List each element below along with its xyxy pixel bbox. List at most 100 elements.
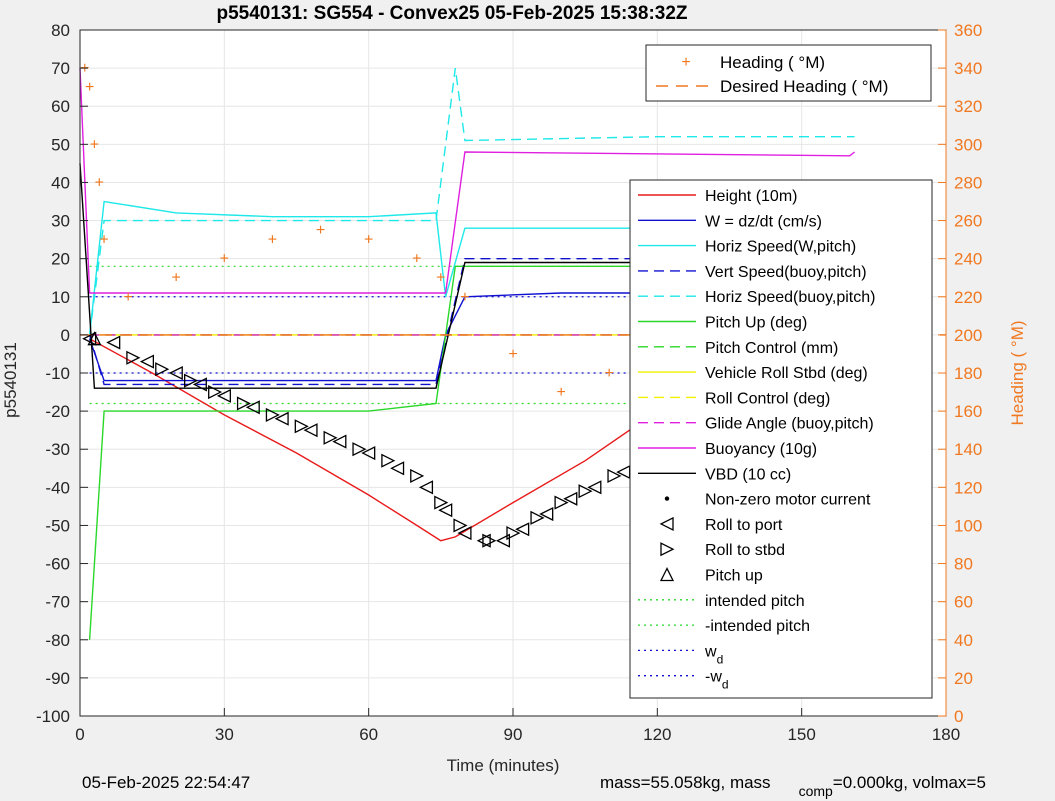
legend-entry: Horiz Speed(W,pitch)	[638, 239, 856, 256]
legend-entry: Vert Speed(buoy,pitch)	[638, 264, 867, 281]
y-tick-label-right: 320	[954, 97, 982, 116]
x-tick-label: 180	[932, 725, 960, 744]
roll-stbd-marker	[482, 533, 497, 548]
roll-stbd-marker	[434, 495, 449, 510]
legend-entry: W = dz/dt (cm/s)	[638, 213, 822, 230]
roll-port-marker	[361, 445, 376, 461]
y-tick-label-left: 60	[51, 97, 70, 116]
legend-top-box	[645, 44, 932, 102]
y-tick-label-left: -30	[45, 440, 70, 459]
legend-label-sub: d	[717, 652, 724, 666]
heading-marker: +	[412, 251, 421, 268]
y-tick-label-right: 280	[954, 173, 982, 192]
heading-marker: +	[172, 270, 181, 287]
legend-label: Vert Speed(buoy,pitch)	[705, 264, 867, 281]
roll-port-marker	[303, 423, 318, 438]
legend-label: Pitch Control (mm)	[705, 340, 838, 357]
legend-label: Glide Angle (buoy,pitch)	[705, 416, 874, 433]
y-axis-label-right: Heading ( °M)	[1008, 320, 1027, 425]
heading-marker: +	[85, 79, 94, 96]
series-line	[79, 68, 856, 294]
heading-marker: +	[605, 365, 614, 382]
roll-port-marker	[438, 503, 453, 518]
legend-main: Height (10m) W = dz/dt (cm/s) Horiz Speed(…	[629, 179, 933, 699]
roll-stbd-marker	[294, 419, 309, 434]
y-tick-label-right: 100	[954, 516, 982, 535]
y-tick-label-right: 240	[954, 250, 982, 269]
y-tick-label-left: -70	[45, 593, 70, 612]
roll-stbd-marker	[578, 484, 593, 499]
roll-port-marker	[139, 354, 155, 369]
legend-entry: Roll to stbd	[660, 542, 785, 559]
roll-stbd-marker	[530, 510, 545, 525]
y-tick-label-left: 30	[51, 212, 70, 231]
legend-entry: -intended pitch	[638, 618, 810, 635]
legend-label: Roll to stbd	[705, 542, 785, 559]
y-tick-label-right: 160	[954, 402, 982, 421]
legend-label: Roll to port	[705, 517, 783, 534]
roll-stbd-marker	[453, 518, 468, 533]
legend-entry: Pitch up	[659, 567, 763, 585]
roll-port-marker	[168, 365, 183, 381]
heading-marker: +	[460, 289, 469, 306]
roll-stbd-marker	[410, 468, 425, 483]
legend-top: + Heading ( °M) Desired Heading ( °M)	[645, 44, 932, 102]
legend-label-sub: d	[722, 678, 729, 692]
legend-label: Pitch Up (deg)	[705, 315, 807, 332]
y-tick-label-right: 220	[954, 288, 982, 307]
legend-swatch	[659, 567, 675, 582]
footer-mass: mass=55.058kg, mass comp=0.000kg, volmax=…	[600, 773, 986, 799]
legend-label: Buoyancy (10g)	[705, 441, 817, 458]
legend-label: intended pitch	[705, 593, 805, 610]
x-tick-label: 90	[504, 725, 523, 744]
roll-port-marker	[216, 388, 231, 403]
legend-entry: Pitch Control (mm)	[638, 340, 838, 357]
y-tick-label-left: -40	[45, 478, 70, 497]
roll-port-marker	[587, 480, 602, 495]
y-tick-label-right: 360	[954, 21, 982, 40]
legend-label: Height (10m)	[705, 188, 797, 205]
y-tick-label-left: -90	[45, 669, 70, 688]
y-tick-label-right: 40	[954, 631, 973, 650]
heading-marker: +	[316, 222, 325, 239]
legend-label: Pitch up	[705, 568, 763, 585]
y-tick-label-right: 180	[954, 364, 982, 383]
legend-swatch	[664, 496, 670, 501]
roll-stbd-marker	[184, 373, 199, 388]
legend-entry: Non-zero motor current	[664, 492, 871, 509]
series-line	[88, 68, 855, 335]
y-tick-label-left: 20	[51, 250, 70, 269]
heading-marker: +	[268, 232, 277, 249]
legend-label: VBD (10 cc)	[705, 466, 791, 483]
y-tick-label-left: -100	[36, 707, 70, 726]
y-tick-label-left: -10	[45, 364, 70, 383]
heading-marker: +	[436, 270, 445, 287]
y-tick-label-right: 0	[954, 707, 963, 726]
roll-port-marker	[515, 522, 530, 537]
y-tick-label-right: 140	[954, 440, 982, 459]
x-axis-label: Time (minutes)	[447, 756, 560, 775]
roll-stbd-marker	[506, 526, 521, 541]
x-tick-label: 30	[215, 725, 234, 744]
roll-stbd-marker	[236, 396, 252, 411]
heading-marker: +	[556, 384, 565, 401]
y-tick-label-right: 200	[954, 326, 982, 345]
heading-marker: +	[99, 232, 108, 249]
x-tick-label: 0	[75, 725, 84, 744]
roll-port-marker	[245, 400, 260, 415]
y-tick-label-left: 10	[51, 288, 70, 307]
roll-port-marker	[274, 411, 289, 426]
roll-port-marker	[539, 506, 554, 522]
y-tick-label-right: 20	[954, 669, 973, 688]
legend-top-label: Heading ( °M)	[720, 53, 825, 72]
y-tick-label-left: -80	[45, 631, 70, 650]
y-tick-label-left: 70	[51, 59, 70, 78]
legend-entry: Roll Control (deg)	[638, 390, 830, 407]
legend-swatch	[660, 542, 675, 557]
legend-label: Horiz Speed(W,pitch)	[705, 239, 856, 256]
footer-mass-sub: comp	[798, 783, 833, 799]
legend-label: Horiz Speed(buoy,pitch)	[705, 289, 875, 306]
roll-port-marker	[495, 533, 511, 548]
y-tick-label-left: -60	[45, 555, 70, 574]
roll-port-marker	[476, 533, 491, 548]
